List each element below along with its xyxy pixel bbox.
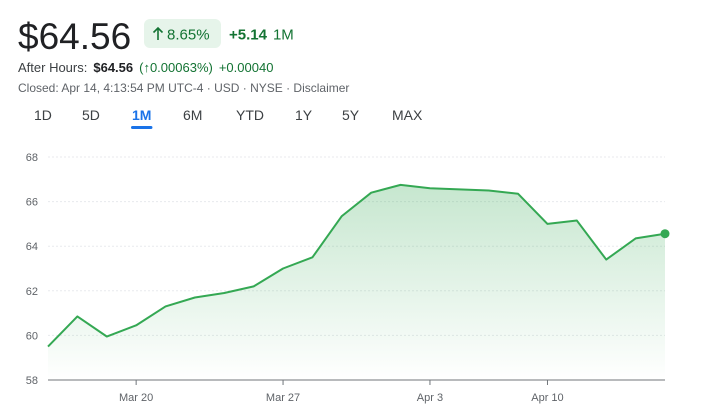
after-hours-change: +0.00040 xyxy=(219,60,274,75)
after-hours-price: $64.56 xyxy=(93,60,133,75)
price-line xyxy=(47,183,666,348)
y-tick-label: 60 xyxy=(26,330,38,342)
x-tick-label: Mar 20 xyxy=(119,392,153,404)
y-tick-label: 64 xyxy=(26,241,38,253)
range-tab[interactable]: 5D xyxy=(82,107,100,123)
closed-info: Closed: Apr 14, 4:13:54 PM UTC-4 · USD ·… xyxy=(18,81,349,95)
y-tick-label: 62 xyxy=(26,286,38,298)
x-tick-label: Apr 3 xyxy=(417,392,443,404)
range-tab[interactable]: 6M xyxy=(183,107,202,123)
y-tick-label: 68 xyxy=(26,152,38,164)
active-tab-underline xyxy=(131,126,153,129)
up-arrow-icon xyxy=(152,26,164,40)
change: +5.14 xyxy=(229,27,268,44)
x-tick-label: Mar 27 xyxy=(266,392,300,404)
range-tab[interactable]: 1M xyxy=(132,107,151,123)
after-hours-label: After Hours: xyxy=(18,60,87,75)
x-tick-label: Apr 10 xyxy=(531,392,563,404)
price: $64.56 xyxy=(18,16,131,57)
y-tick-label: 58 xyxy=(26,375,38,387)
y-tick-label: 66 xyxy=(26,197,38,209)
range-tab[interactable]: 1Y xyxy=(295,107,313,123)
change-badge xyxy=(144,19,221,48)
area xyxy=(48,184,665,380)
change-percent: 8.65% xyxy=(167,27,210,44)
range-tabs: 1D 5D 1M 6M YTD 1Y 5Y MAX xyxy=(34,107,423,129)
chart: 58 60 62 64 66 68 Mar 20 Mar 27 Apr 3 Apr 10 xyxy=(26,152,670,404)
period: 1M xyxy=(273,27,294,44)
range-tab[interactable]: 5Y xyxy=(342,107,360,123)
range-tab[interactable]: 1D xyxy=(34,107,52,123)
range-tab[interactable]: YTD xyxy=(236,107,264,123)
last-point xyxy=(660,229,670,239)
after-hours-change-percent: (↑0.00063%) xyxy=(139,60,213,75)
range-tab[interactable]: MAX xyxy=(392,107,423,123)
